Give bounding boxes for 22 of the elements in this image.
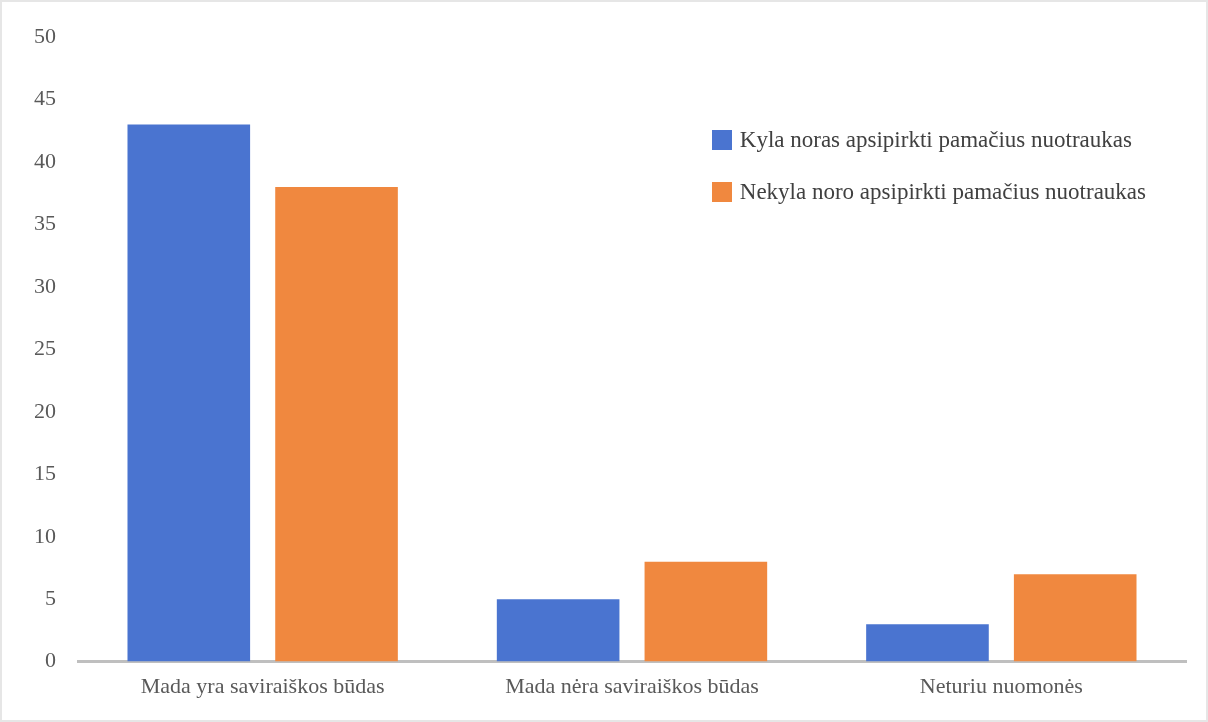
y-tick-label: 25 (34, 335, 56, 361)
bar (866, 624, 989, 662)
bar (644, 561, 768, 662)
legend-label: Kyla noras apsipirkti pamačius nuotraukas (739, 127, 1132, 153)
y-tick-label: 40 (34, 147, 56, 173)
bar (127, 124, 251, 662)
x-tick-label: Neturiu nuomonės (919, 672, 1083, 698)
y-tick-label: 20 (34, 397, 56, 423)
y-tick-label: 0 (45, 647, 56, 673)
bar (1013, 574, 1137, 662)
y-tick-label: 30 (34, 272, 56, 298)
bar (275, 187, 398, 662)
y-tick-label: 10 (34, 522, 56, 548)
bar (496, 599, 620, 662)
y-tick-label: 45 (34, 85, 56, 111)
x-tick-label: Mada nėra saviraiškos būdas (505, 672, 759, 698)
y-tick-label: 35 (34, 210, 56, 236)
y-tick-label: 15 (34, 460, 56, 486)
y-tick-label: 50 (34, 22, 56, 48)
legend-label: Nekyla noro apsipirkti pamačius nuotraukas (739, 179, 1146, 205)
y-tick-label: 5 (45, 584, 56, 610)
x-tick-label: Mada yra saviraiškos būdas (140, 672, 385, 698)
